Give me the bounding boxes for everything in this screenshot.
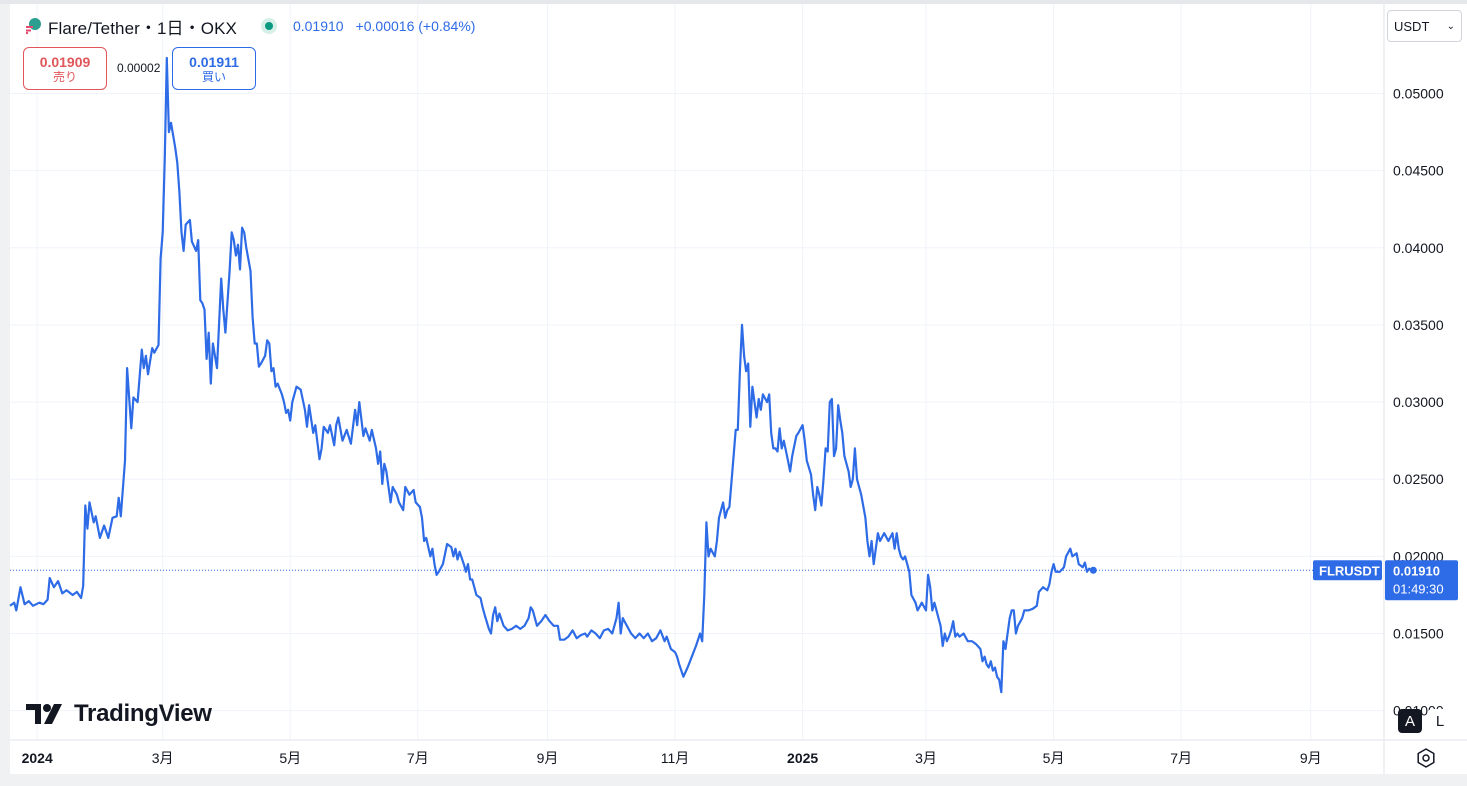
grid: [10, 4, 1384, 740]
bar-countdown: 01:49:30: [1393, 581, 1444, 596]
chevron-down-icon: ⌄: [1446, 20, 1455, 32]
last-price-tag: 0.01910 01:49:30: [1385, 560, 1458, 601]
currency-select[interactable]: USDT ⌄: [1387, 10, 1462, 42]
symbol-price-tag: FLRUSDT: [1313, 560, 1382, 581]
x-tick-label: 3月: [152, 750, 174, 766]
top-border: [0, 0, 1467, 4]
x-tick-label: 2025: [787, 750, 818, 766]
flare-logo-icon: [25, 18, 41, 35]
tradingview-watermark[interactable]: TradingView: [26, 700, 212, 728]
y-tick-label: 0.03500: [1393, 317, 1444, 333]
buy-button[interactable]: 0.01911 買い: [172, 47, 256, 90]
buy-price: 0.01911: [189, 53, 239, 70]
x-tick-label: 11月: [661, 750, 690, 766]
log-scale-button[interactable]: L: [1428, 709, 1452, 733]
time-scale[interactable]: 2024 3月 5月 7月 9月 11月 2025 3月 5月 7月 9月: [22, 750, 1322, 766]
currency-label: USDT: [1394, 18, 1430, 34]
legend-last-price: 0.01910: [292, 18, 344, 34]
market-open-dot-icon[interactable]: [260, 18, 277, 34]
left-border: [0, 4, 10, 778]
sell-button[interactable]: 0.01909 売り: [23, 47, 107, 90]
y-tick-label: 0.03000: [1393, 394, 1444, 410]
last-price-point: [1089, 566, 1097, 574]
tradingview-wordmark: TradingView: [74, 700, 212, 727]
legend-price-change: +0.00016 (+0.84%): [355, 18, 476, 34]
x-tick-label: 9月: [1300, 750, 1322, 766]
x-tick-label: 7月: [1170, 750, 1192, 766]
price-line-series: [9, 56, 1094, 694]
x-tick-label: 3月: [915, 750, 937, 766]
y-tick-label: 0.02500: [1393, 471, 1444, 487]
x-tick-label: 9月: [537, 750, 559, 766]
y-tick-label: 0.04000: [1393, 240, 1444, 256]
y-tick-label: 0.01500: [1393, 626, 1444, 642]
y-tick-label: 0.04500: [1393, 163, 1444, 179]
tradingview-logo-icon: [26, 704, 62, 724]
y-tick-label: 0.05000: [1393, 85, 1444, 101]
bottom-border: [0, 774, 1467, 786]
symbol-tag-label: FLRUSDT: [1319, 563, 1380, 578]
x-tick-label: 7月: [407, 750, 429, 766]
last-price-value: 0.01910: [1393, 563, 1440, 578]
spread-value: 0.00002: [117, 61, 161, 75]
x-tick-label: 5月: [279, 750, 301, 766]
buy-label: 買い: [201, 69, 226, 84]
x-tick-label: 5月: [1043, 750, 1065, 766]
symbol-title[interactable]: Flare/Tether・1日・OKX: [48, 18, 237, 38]
settings-icon[interactable]: [1415, 747, 1437, 769]
price-scale[interactable]: 0.010000.015000.020000.025000.030000.035…: [1393, 85, 1444, 718]
sell-label: 売り: [52, 69, 77, 84]
auto-scale-button[interactable]: A: [1398, 709, 1422, 733]
symbol-tag-background: [1313, 560, 1382, 581]
last-price-tag-background: [1385, 560, 1458, 601]
chart-legend: Flare/Tether・1日・OKX 0.01910 +0.00016 (+0…: [24, 14, 475, 38]
x-tick-label: 2024: [22, 750, 53, 766]
sell-price: 0.01909: [39, 53, 91, 70]
